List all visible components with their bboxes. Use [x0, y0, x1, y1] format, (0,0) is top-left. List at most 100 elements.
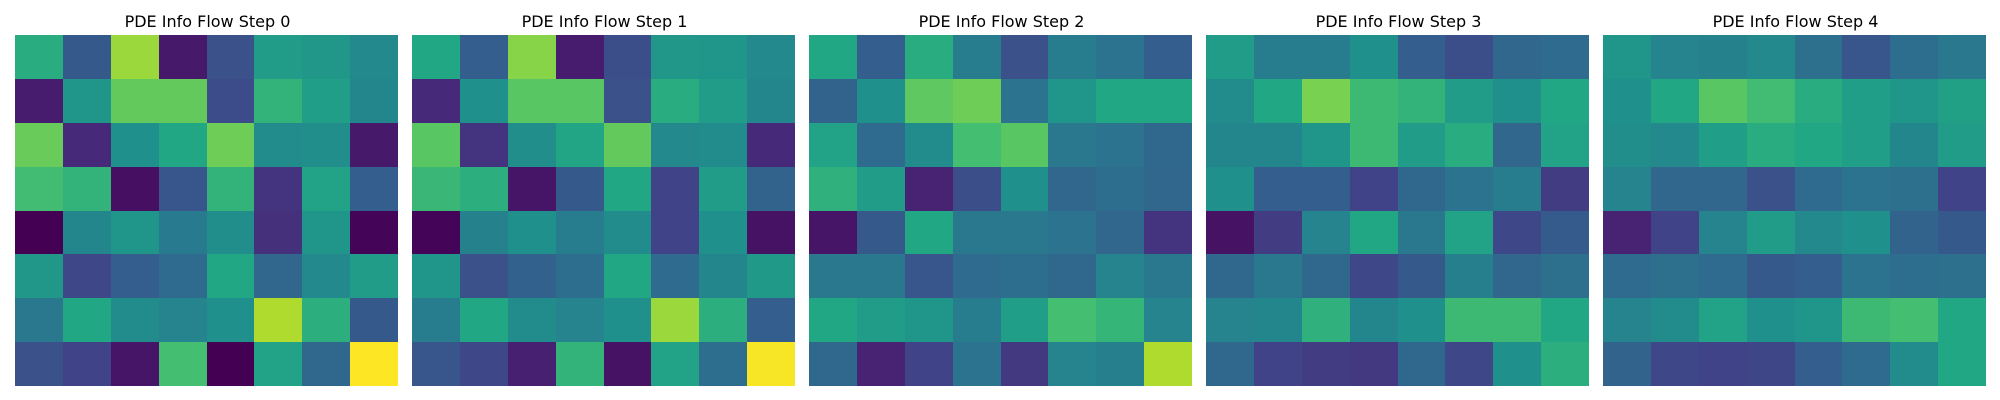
heatmap-cell-r1-c0 [809, 78, 857, 123]
heatmap-cell-r1-c2 [507, 78, 556, 123]
heatmap-cell-r7-c5 [1445, 342, 1494, 386]
heatmap-cell-r2-c7 [1938, 122, 1986, 167]
heatmap-cell-r2-c2 [110, 122, 159, 167]
heatmap-cell-r5-c3 [555, 254, 604, 299]
heatmap-cell-r4-c3 [158, 210, 207, 255]
heatmap-cell-r0-c7 [1144, 35, 1192, 79]
heatmap-cell-r2-c5 [1445, 122, 1494, 167]
heatmap-cell-r6-c3 [555, 298, 604, 343]
heatmap-cell-r7-c4 [206, 342, 255, 386]
heatmap-cell-r7-c7 [1938, 342, 1986, 386]
heatmap-cell-r0-c4 [1397, 35, 1446, 79]
heatmap-cell-r0-c5 [1842, 35, 1891, 79]
heatmap-cell-r3-c6 [1096, 166, 1145, 211]
heatmap-cell-r2-c0 [1603, 122, 1651, 167]
heatmap-cell-r4-c3 [1349, 210, 1398, 255]
heatmap-cell-r2-c7 [1541, 122, 1589, 167]
heatmap-cell-r1-c2 [110, 78, 159, 123]
heatmap-cell-r6-c0 [809, 298, 857, 343]
heatmap-cell-r0-c7 [1541, 35, 1589, 79]
heatmap-cell-r0-c5 [1445, 35, 1494, 79]
heatmap-cell-r4-c5 [1048, 210, 1097, 255]
heatmap-cell-r5-c6 [302, 254, 351, 299]
heatmap-cell-r3-c7 [1144, 166, 1192, 211]
heatmap-cell-r3-c6 [1890, 166, 1939, 211]
heatmap-cell-r0-c0 [1603, 35, 1651, 79]
heatmap-cell-r6-c7 [1541, 298, 1589, 343]
heatmap-cell-r6-c7 [350, 298, 398, 343]
heatmap-cell-r2-c1 [1650, 122, 1699, 167]
heatmap-cell-r1-c6 [699, 78, 748, 123]
heatmap-cell-r7-c3 [555, 342, 604, 386]
heatmap-cell-r2-c3 [158, 122, 207, 167]
heatmap-cell-r7-c0 [412, 342, 460, 386]
heatmap-cell-r7-c5 [1048, 342, 1097, 386]
heatmap-cell-r0-c4 [206, 35, 255, 79]
heatmap-cell-r4-c0 [1206, 210, 1254, 255]
heatmap-cell-r4-c4 [206, 210, 255, 255]
heatmap-cell-r0-c4 [1794, 35, 1843, 79]
heatmap-cell-r4-c6 [1493, 210, 1542, 255]
heatmap-cell-r4-c4 [1000, 210, 1049, 255]
heatmap-cell-r3-c6 [302, 166, 351, 211]
heatmap-cell-r4-c6 [1890, 210, 1939, 255]
heatmap-cell-r3-c4 [1000, 166, 1049, 211]
heatmap-cell-r7-c0 [1603, 342, 1651, 386]
heatmap-cell-r5-c7 [1144, 254, 1192, 299]
heatmap-cell-r3-c2 [1301, 166, 1350, 211]
heatmap-cell-r7-c6 [699, 342, 748, 386]
heatmap-cell-r1-c5 [651, 78, 700, 123]
heatmap-cell-r7-c1 [459, 342, 508, 386]
heatmap-cell-r6-c0 [412, 298, 460, 343]
heatmap-cell-r0-c1 [1650, 35, 1699, 79]
heatmap-cell-r7-c4 [603, 342, 652, 386]
heatmap-cell-r4-c1 [1650, 210, 1699, 255]
heatmap-cell-r2-c0 [1206, 122, 1254, 167]
heatmap-cell-r6-c4 [206, 298, 255, 343]
heatmap-cell-r1-c7 [1541, 78, 1589, 123]
heatmap-cell-r5-c0 [15, 254, 63, 299]
heatmap-cell-r1-c0 [412, 78, 460, 123]
heatmap-cell-r5-c5 [1048, 254, 1097, 299]
heatmap-cell-r6-c3 [158, 298, 207, 343]
heatmap-panel-step-4: PDE Info Flow Step 4 [1603, 10, 1988, 386]
heatmap-cell-r0-c1 [62, 35, 111, 79]
heatmap-cell-r0-c1 [459, 35, 508, 79]
heatmap-cell-r5-c0 [412, 254, 460, 299]
heatmap-cell-r4-c4 [1794, 210, 1843, 255]
heatmap-cell-r5-c3 [1349, 254, 1398, 299]
heatmap-cell-r6-c7 [1144, 298, 1192, 343]
heatmap-cell-r1-c0 [1206, 78, 1254, 123]
heatmap-cell-r5-c4 [1397, 254, 1446, 299]
heatmap-cell-r6-c7 [1938, 298, 1986, 343]
heatmap-cell-r2-c5 [651, 122, 700, 167]
heatmap-cell-r0-c0 [1206, 35, 1254, 79]
heatmap-cell-r5-c1 [856, 254, 905, 299]
heatmap-cell-r7-c6 [1096, 342, 1145, 386]
heatmap-cell-r6-c2 [110, 298, 159, 343]
heatmap-cell-r4-c7 [350, 210, 398, 255]
heatmap-cell-r7-c2 [904, 342, 953, 386]
heatmap-cell-r4-c4 [603, 210, 652, 255]
heatmap-cell-r3-c3 [158, 166, 207, 211]
heatmap-cell-r5-c5 [1445, 254, 1494, 299]
heatmap-cell-r0-c6 [699, 35, 748, 79]
heatmap-cell-r0-c6 [302, 35, 351, 79]
heatmap-cell-r3-c6 [1493, 166, 1542, 211]
heatmap-cell-r5-c6 [699, 254, 748, 299]
heatmap-cell-r5-c4 [1000, 254, 1049, 299]
heatmap-cell-r2-c4 [603, 122, 652, 167]
heatmap-cell-r4-c0 [809, 210, 857, 255]
heatmap-cell-r6-c0 [15, 298, 63, 343]
heatmap-cell-r3-c4 [603, 166, 652, 211]
heatmap-cell-r1-c7 [1144, 78, 1192, 123]
heatmap-cell-r7-c6 [1493, 342, 1542, 386]
heatmap-cell-r3-c3 [1349, 166, 1398, 211]
heatmap-cell-r5-c1 [62, 254, 111, 299]
heatmap-cell-r3-c5 [651, 166, 700, 211]
heatmap-cell-r1-c5 [1842, 78, 1891, 123]
heatmap-cell-r1-c5 [1048, 78, 1097, 123]
heatmap-cell-r6-c7 [747, 298, 795, 343]
heatmap-cell-r6-c4 [1397, 298, 1446, 343]
heatmap-cell-r3-c7 [1541, 166, 1589, 211]
